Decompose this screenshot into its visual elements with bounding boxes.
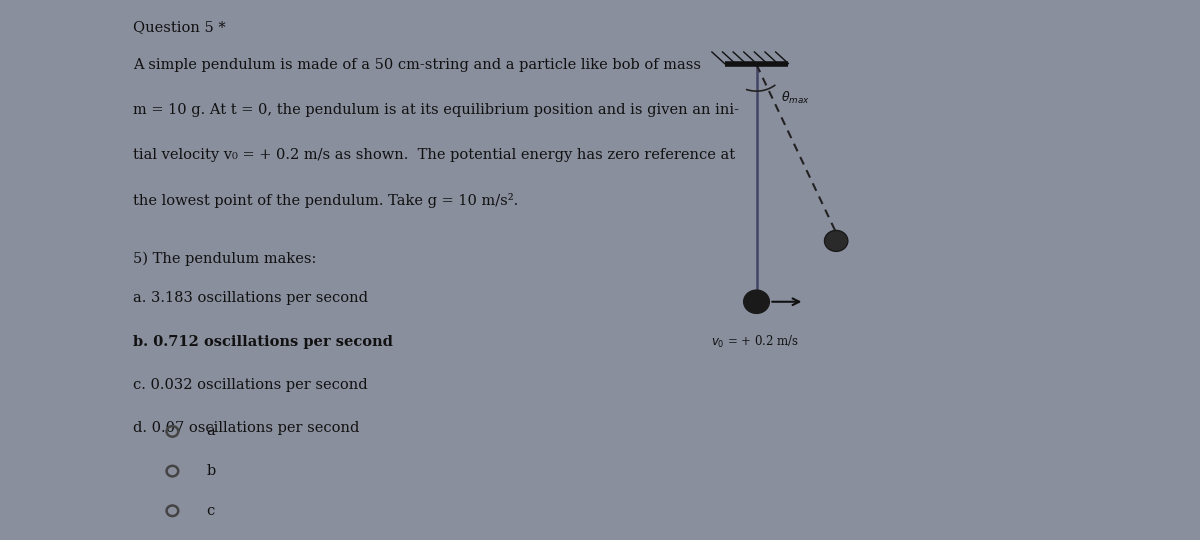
Text: a. 3.183 oscillations per second: a. 3.183 oscillations per second — [133, 291, 368, 305]
Text: b: b — [206, 464, 216, 478]
Text: c. 0.032 oscillations per second: c. 0.032 oscillations per second — [133, 378, 367, 392]
Text: A simple pendulum is made of a 50 cm-string and a particle like bob of mass: A simple pendulum is made of a 50 cm-str… — [133, 58, 701, 72]
Text: tial velocity v₀ = + 0.2 m/s as shown.  The potential energy has zero reference : tial velocity v₀ = + 0.2 m/s as shown. T… — [133, 148, 736, 163]
Text: b. 0.712 oscillations per second: b. 0.712 oscillations per second — [133, 335, 392, 348]
Text: d. 0.07 oscillations per second: d. 0.07 oscillations per second — [133, 421, 360, 435]
Text: Question 5 *: Question 5 * — [133, 20, 226, 34]
Text: $v_0$ = + 0.2 m/s: $v_0$ = + 0.2 m/s — [710, 334, 799, 349]
Text: $\theta_{max}$: $\theta_{max}$ — [781, 90, 810, 106]
Text: c: c — [206, 504, 215, 518]
Text: 5) The pendulum makes:: 5) The pendulum makes: — [133, 252, 317, 266]
Ellipse shape — [744, 290, 769, 313]
Ellipse shape — [824, 231, 848, 252]
Text: the lowest point of the pendulum. Take g = 10 m/s².: the lowest point of the pendulum. Take g… — [133, 193, 518, 208]
Text: a: a — [206, 424, 215, 438]
Text: m = 10 g. At t = 0, the pendulum is at its equilibrium position and is given an : m = 10 g. At t = 0, the pendulum is at i… — [133, 103, 739, 117]
